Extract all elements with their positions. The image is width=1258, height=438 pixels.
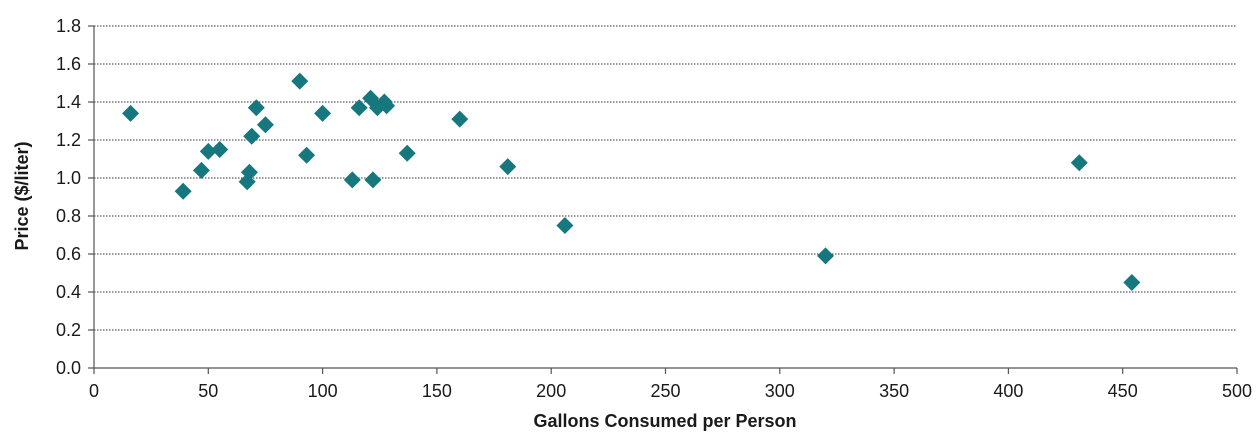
x-tick-label: 150 xyxy=(422,381,452,401)
data-points xyxy=(122,72,1141,291)
data-point xyxy=(174,182,192,200)
y-tick-label: 0.2 xyxy=(56,320,81,340)
y-tick-label: 1.4 xyxy=(56,92,81,112)
data-point xyxy=(1070,154,1088,172)
y-tick-label: 1.2 xyxy=(56,130,81,150)
x-tick-label: 450 xyxy=(1108,381,1138,401)
x-tick-label: 250 xyxy=(650,381,680,401)
x-tick-label: 200 xyxy=(536,381,566,401)
data-point xyxy=(350,99,368,117)
x-tick-label: 50 xyxy=(198,381,218,401)
data-point xyxy=(451,110,469,128)
x-tick-label: 500 xyxy=(1222,381,1252,401)
x-tick-label: 0 xyxy=(89,381,99,401)
y-tick-label: 0.6 xyxy=(56,244,81,264)
data-point xyxy=(291,72,309,90)
x-tick-label: 400 xyxy=(993,381,1023,401)
data-point xyxy=(256,116,274,134)
data-point xyxy=(314,104,332,122)
gridlines xyxy=(94,25,1237,331)
y-tick-label: 0.8 xyxy=(56,206,81,226)
data-point xyxy=(378,97,396,115)
y-tick-label: 1.6 xyxy=(56,54,81,74)
y-axis-ticks: 0.0 0.2 0.4 0.6 0.8 1.0 1.2 1.4 1.6 1.8 xyxy=(56,16,81,378)
data-point xyxy=(243,127,261,145)
y-tick-label: 0.0 xyxy=(56,358,81,378)
x-tick-label: 100 xyxy=(308,381,338,401)
data-point xyxy=(192,161,210,179)
data-point xyxy=(499,158,517,176)
x-axis-ticks: 0 50 100 150 200 250 300 350 400 450 500 xyxy=(89,381,1252,401)
y-tick-label: 1.8 xyxy=(56,16,81,36)
y-tick-label: 1.0 xyxy=(56,168,81,188)
axes xyxy=(88,25,1238,374)
data-point xyxy=(343,171,361,189)
data-point xyxy=(298,146,316,164)
x-axis-title: Gallons Consumed per Person xyxy=(533,411,796,431)
y-axis-title: Price ($/liter) xyxy=(12,141,32,250)
data-point xyxy=(211,141,229,158)
data-point xyxy=(1123,274,1141,291)
data-point xyxy=(364,171,382,189)
y-tick-label: 0.4 xyxy=(56,282,81,302)
data-point xyxy=(817,247,835,265)
data-point xyxy=(398,144,416,162)
data-point xyxy=(240,163,258,181)
x-tick-label: 300 xyxy=(765,381,795,401)
data-point xyxy=(247,99,265,117)
x-tick-label: 350 xyxy=(879,381,909,401)
data-point xyxy=(556,217,574,234)
data-point xyxy=(199,142,217,160)
data-point xyxy=(122,104,140,122)
